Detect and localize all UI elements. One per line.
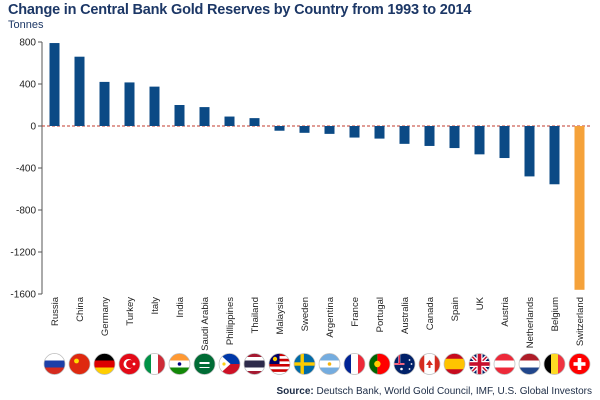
- thailand-flag-icon: [243, 353, 266, 375]
- italy-flag-icon: [143, 353, 166, 375]
- x-category-label: Germany: [100, 297, 111, 336]
- x-category-label: Canada: [425, 296, 436, 330]
- bar: [124, 82, 135, 126]
- x-category-label: Phillippines: [225, 297, 236, 345]
- bar: [299, 126, 310, 133]
- uk-flag-icon: [468, 353, 491, 375]
- bar: [224, 116, 235, 126]
- malaysia-flag-icon: [268, 353, 291, 375]
- source-text: Deutsch Bank, World Gold Council, IMF, U…: [316, 386, 592, 397]
- philippines-flag-icon: [218, 353, 241, 375]
- bar: [249, 118, 260, 126]
- bar: [274, 126, 285, 131]
- x-category-label: Saudi Arabia: [200, 296, 211, 351]
- x-category-label: Australia: [400, 296, 411, 334]
- russia-flag-icon: [43, 353, 66, 375]
- x-category-label: Russia: [50, 296, 61, 326]
- bar: [324, 126, 335, 134]
- x-category-label: Malaysia: [275, 296, 286, 334]
- spain-flag-icon: [443, 353, 466, 375]
- x-category-label: China: [75, 296, 86, 322]
- bar: [199, 107, 210, 126]
- x-category-label: France: [350, 297, 361, 327]
- bar: [524, 126, 535, 177]
- netherlands-flag-icon: [518, 353, 541, 375]
- portugal-flag-icon: [368, 353, 391, 375]
- turkey-flag-icon: [118, 353, 141, 375]
- bar: [474, 126, 485, 155]
- bar: [149, 86, 160, 126]
- australia-flag-icon: [393, 353, 416, 375]
- x-category-label: Turkey: [125, 297, 136, 326]
- saudi-arabia-flag-icon: [193, 353, 216, 375]
- x-category-label: India: [175, 296, 186, 317]
- bar: [499, 126, 510, 159]
- switzerland-flag-icon: [568, 353, 591, 375]
- sweden-flag-icon: [293, 353, 316, 375]
- y-axis-unit-label: Tonnes: [8, 19, 44, 31]
- x-category-label: Portugal: [375, 297, 386, 332]
- chart-title: Change in Central Bank Gold Reserves by …: [8, 2, 472, 18]
- bar: [574, 126, 585, 290]
- bar: [424, 126, 435, 146]
- france-flag-icon: [343, 353, 366, 375]
- austria-flag-icon: [493, 353, 516, 375]
- bar: [549, 126, 560, 185]
- bar: [399, 126, 410, 144]
- x-category-label: Thailand: [250, 297, 261, 333]
- argentina-flag-icon: [318, 353, 341, 375]
- bar: [174, 105, 185, 126]
- y-tick-label: -1200: [10, 248, 36, 259]
- y-tick-label: 0: [30, 122, 36, 133]
- y-tick-label: 800: [19, 38, 36, 49]
- canada-flag-icon: [418, 353, 441, 375]
- x-category-label: Italy: [150, 297, 161, 315]
- x-category-label: Austria: [500, 296, 511, 326]
- y-tick-label: -800: [16, 206, 36, 217]
- india-flag-icon: [168, 353, 191, 375]
- source-label: Source:: [276, 386, 314, 397]
- source-note: Source: Deutsch Bank, World Gold Council…: [277, 386, 593, 397]
- bar: [374, 126, 385, 139]
- bar: [349, 126, 360, 138]
- germany-flag-icon: [93, 353, 116, 375]
- belgium-flag-icon: [543, 353, 566, 375]
- x-category-label: Belgium: [550, 297, 561, 331]
- x-category-label: Netherlands: [525, 297, 536, 348]
- bar: [49, 43, 60, 126]
- y-tick-label: 400: [19, 80, 36, 91]
- x-category-label: UK: [475, 296, 486, 310]
- bar: [74, 56, 85, 127]
- x-category-label: Switzerland: [575, 297, 586, 346]
- x-category-label: Sweden: [300, 297, 311, 331]
- x-category-label: Spain: [450, 297, 461, 321]
- bar: [99, 81, 110, 126]
- y-tick-label: -400: [16, 164, 36, 175]
- x-category-label: Argentina: [325, 296, 336, 337]
- bar: [449, 126, 460, 149]
- china-flag-icon: [68, 353, 91, 375]
- y-tick-label: -1600: [10, 290, 36, 301]
